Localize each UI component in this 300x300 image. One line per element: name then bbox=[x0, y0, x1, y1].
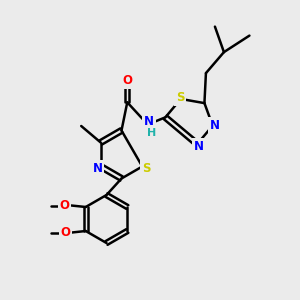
Text: N: N bbox=[93, 161, 103, 175]
Text: O: O bbox=[60, 199, 70, 212]
Text: S: S bbox=[176, 91, 184, 104]
Text: N: N bbox=[210, 118, 220, 132]
Text: H: H bbox=[147, 128, 157, 138]
Text: O: O bbox=[122, 74, 132, 87]
Text: N: N bbox=[194, 140, 204, 153]
Text: O: O bbox=[60, 226, 70, 239]
Text: N: N bbox=[144, 115, 154, 128]
Text: S: S bbox=[142, 161, 150, 175]
